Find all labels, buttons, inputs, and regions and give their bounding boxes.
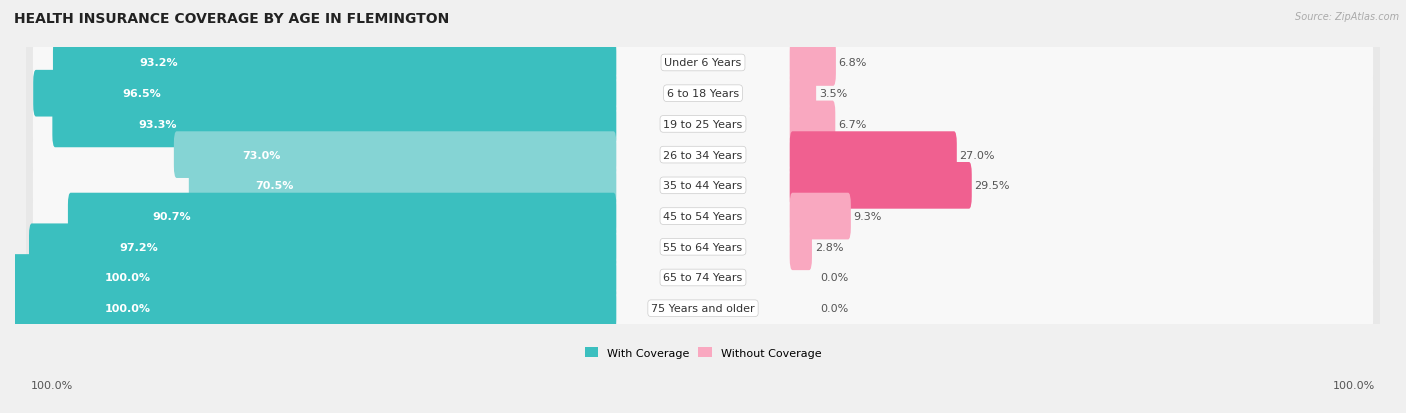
FancyBboxPatch shape	[32, 101, 1374, 148]
Text: 6.7%: 6.7%	[838, 120, 866, 130]
Text: 100.0%: 100.0%	[31, 380, 73, 390]
Text: HEALTH INSURANCE COVERAGE BY AGE IN FLEMINGTON: HEALTH INSURANCE COVERAGE BY AGE IN FLEM…	[14, 12, 450, 26]
FancyBboxPatch shape	[53, 40, 616, 87]
FancyBboxPatch shape	[790, 71, 815, 117]
Text: 3.5%: 3.5%	[818, 89, 848, 99]
Text: 93.3%: 93.3%	[139, 120, 177, 130]
FancyBboxPatch shape	[25, 131, 1381, 180]
Text: 100.0%: 100.0%	[105, 304, 150, 313]
FancyBboxPatch shape	[32, 40, 1374, 87]
Text: 100.0%: 100.0%	[105, 273, 150, 283]
Text: 90.7%: 90.7%	[152, 211, 191, 221]
Text: 45 to 54 Years: 45 to 54 Years	[664, 211, 742, 221]
FancyBboxPatch shape	[32, 254, 1374, 301]
FancyBboxPatch shape	[790, 193, 851, 240]
FancyBboxPatch shape	[13, 254, 616, 301]
FancyBboxPatch shape	[25, 100, 1381, 149]
Text: 9.3%: 9.3%	[853, 211, 882, 221]
FancyBboxPatch shape	[25, 253, 1381, 302]
Text: 6 to 18 Years: 6 to 18 Years	[666, 89, 740, 99]
FancyBboxPatch shape	[25, 161, 1381, 210]
Text: 19 to 25 Years: 19 to 25 Years	[664, 120, 742, 130]
FancyBboxPatch shape	[67, 193, 616, 240]
Text: 29.5%: 29.5%	[974, 181, 1010, 191]
FancyBboxPatch shape	[790, 224, 811, 271]
FancyBboxPatch shape	[32, 285, 1374, 332]
FancyBboxPatch shape	[790, 101, 835, 148]
Text: Source: ZipAtlas.com: Source: ZipAtlas.com	[1295, 12, 1399, 22]
FancyBboxPatch shape	[25, 223, 1381, 272]
Text: 0.0%: 0.0%	[820, 304, 848, 313]
Text: 73.0%: 73.0%	[242, 150, 281, 160]
Text: 55 to 64 Years: 55 to 64 Years	[664, 242, 742, 252]
FancyBboxPatch shape	[790, 163, 972, 209]
FancyBboxPatch shape	[32, 193, 1374, 240]
FancyBboxPatch shape	[25, 192, 1381, 241]
FancyBboxPatch shape	[174, 132, 616, 178]
Text: 6.8%: 6.8%	[838, 58, 868, 68]
FancyBboxPatch shape	[32, 163, 1374, 209]
FancyBboxPatch shape	[34, 71, 616, 117]
FancyBboxPatch shape	[32, 71, 1374, 117]
FancyBboxPatch shape	[13, 285, 616, 332]
FancyBboxPatch shape	[25, 69, 1381, 119]
FancyBboxPatch shape	[188, 163, 616, 209]
FancyBboxPatch shape	[32, 224, 1374, 271]
Text: 70.5%: 70.5%	[254, 181, 294, 191]
FancyBboxPatch shape	[790, 40, 837, 87]
FancyBboxPatch shape	[790, 132, 957, 178]
FancyBboxPatch shape	[25, 39, 1381, 88]
Legend: With Coverage, Without Coverage: With Coverage, Without Coverage	[581, 343, 825, 362]
Text: 27.0%: 27.0%	[959, 150, 995, 160]
Text: 97.2%: 97.2%	[120, 242, 157, 252]
Text: 100.0%: 100.0%	[1333, 380, 1375, 390]
Text: 2.8%: 2.8%	[814, 242, 844, 252]
FancyBboxPatch shape	[30, 224, 616, 271]
Text: 96.5%: 96.5%	[122, 89, 162, 99]
Text: 93.2%: 93.2%	[139, 58, 179, 68]
Text: 0.0%: 0.0%	[820, 273, 848, 283]
Text: Under 6 Years: Under 6 Years	[665, 58, 741, 68]
FancyBboxPatch shape	[25, 284, 1381, 333]
FancyBboxPatch shape	[52, 101, 616, 148]
Text: 65 to 74 Years: 65 to 74 Years	[664, 273, 742, 283]
Text: 75 Years and older: 75 Years and older	[651, 304, 755, 313]
Text: 26 to 34 Years: 26 to 34 Years	[664, 150, 742, 160]
Text: 35 to 44 Years: 35 to 44 Years	[664, 181, 742, 191]
FancyBboxPatch shape	[32, 132, 1374, 178]
